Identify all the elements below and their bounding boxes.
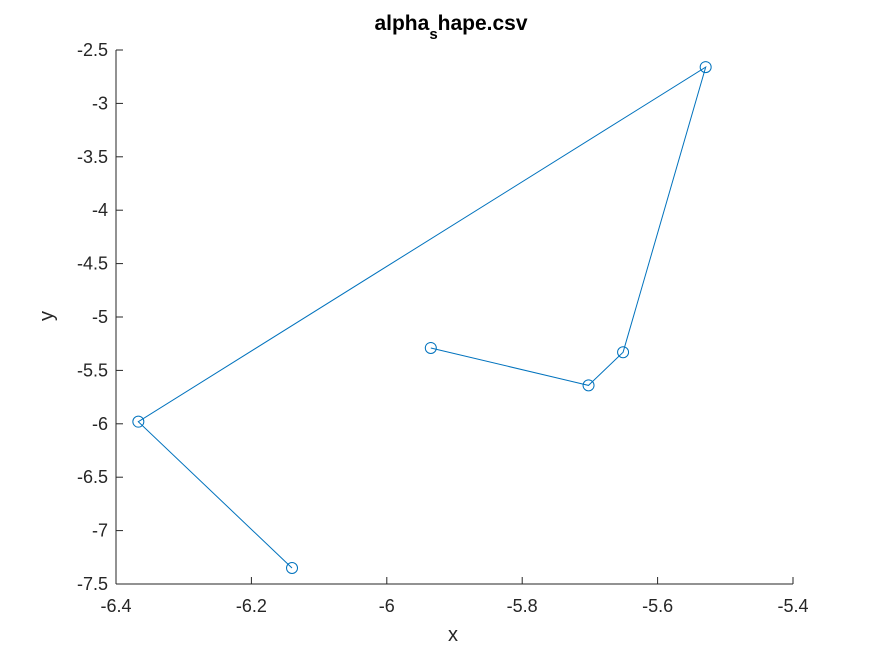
axes-frame <box>115 50 793 585</box>
data-point-marker <box>699 61 712 74</box>
y-tick-label: -7 <box>92 521 108 541</box>
title-rest: hape.csv <box>438 12 528 35</box>
title-main: alpha <box>374 12 429 35</box>
tick-marks <box>115 49 794 585</box>
y-tick-label: -4.5 <box>77 254 108 274</box>
y-tick-label: -2.5 <box>77 40 108 60</box>
y-tick-label: -4 <box>92 200 108 220</box>
series-line <box>137 65 707 569</box>
data-point-marker <box>617 346 630 359</box>
y-tick-label: -5 <box>92 307 108 327</box>
data-point-marker <box>132 415 145 428</box>
chart-title: alphashape.csv <box>374 12 527 43</box>
data-point-marker <box>424 341 437 354</box>
data-point-marker <box>582 379 595 392</box>
x-tick-label: -6.4 <box>100 596 131 616</box>
plot-area <box>132 61 712 574</box>
x-tick-label: -5.4 <box>777 596 808 616</box>
y-tick-label: -3.5 <box>77 147 108 167</box>
x-tick-label: -6.2 <box>236 596 267 616</box>
x-tick-label: -5.6 <box>642 596 673 616</box>
y-tick-label: -3 <box>92 93 108 113</box>
y-tick-label: -5.5 <box>77 360 108 380</box>
y-axis-label: y <box>36 311 58 321</box>
tick-labels: -6.4 -6.2 -6 -5.8 -5.6 -5.4 -2.5 -3 -3.5 -4 -4.5 -5… <box>77 40 809 616</box>
data-point-marker <box>286 561 299 574</box>
y-tick-label: -6 <box>92 414 108 434</box>
y-tick-label: -6.5 <box>77 467 108 487</box>
x-tick-label: -6 <box>379 596 395 616</box>
y-tick-label: -7.5 <box>77 574 108 594</box>
x-axis-label: x <box>448 624 458 646</box>
title-subscript: s <box>429 26 437 43</box>
x-tick-label: -5.8 <box>507 596 538 616</box>
